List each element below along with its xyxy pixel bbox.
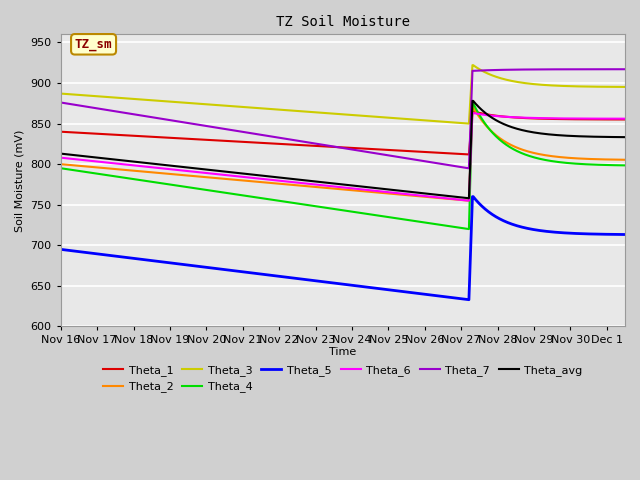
Theta_3 (621, 84, 629, 90)
Theta_avg (544, 132, 552, 137)
Theta_4 (621, 163, 629, 168)
Theta_4 (468, 100, 476, 106)
Theta_6 (468, 110, 476, 116)
Line: Theta_5: Theta_5 (61, 197, 625, 300)
Theta_2 (399, 192, 407, 198)
Line: Theta_avg: Theta_avg (61, 101, 625, 198)
Theta_1 (417, 149, 424, 155)
Line: Theta_4: Theta_4 (61, 103, 625, 229)
Theta_1 (57, 129, 65, 134)
Theta_3 (399, 116, 407, 122)
Theta_2 (486, 127, 494, 133)
Theta_3 (385, 115, 392, 120)
Theta_5 (486, 210, 494, 216)
Theta_4 (544, 157, 552, 163)
Theta_7 (465, 165, 472, 171)
Theta_avg (385, 187, 392, 192)
Theta_7 (385, 153, 392, 158)
Theta_3 (465, 120, 472, 126)
Theta_avg (57, 151, 65, 156)
X-axis label: Time: Time (329, 347, 356, 357)
Theta_avg (468, 98, 476, 104)
Theta_1 (385, 147, 392, 153)
Y-axis label: Soil Moisture (mV): Soil Moisture (mV) (15, 129, 25, 231)
Theta_5 (465, 297, 472, 302)
Theta_4 (417, 219, 424, 225)
Theta_avg (465, 195, 472, 201)
Theta_4 (385, 214, 392, 220)
Line: Theta_6: Theta_6 (61, 113, 625, 201)
Line: Theta_7: Theta_7 (61, 69, 625, 168)
Theta_3 (57, 91, 65, 96)
Theta_6 (417, 193, 424, 199)
Theta_1 (544, 116, 552, 122)
Theta_avg (486, 114, 494, 120)
Theta_2 (417, 193, 424, 199)
Theta_6 (57, 155, 65, 160)
Theta_4 (92, 170, 99, 176)
Theta_4 (465, 226, 472, 232)
Theta_avg (92, 155, 99, 160)
Theta_6 (621, 116, 629, 121)
Theta_2 (57, 161, 65, 167)
Theta_7 (399, 155, 407, 161)
Theta_5 (468, 194, 476, 200)
Line: Theta_2: Theta_2 (61, 108, 625, 201)
Theta_avg (399, 188, 407, 194)
Theta_6 (92, 158, 99, 164)
Line: Theta_3: Theta_3 (61, 65, 625, 123)
Theta_6 (385, 190, 392, 195)
Theta_3 (486, 72, 494, 77)
Theta_3 (544, 83, 552, 88)
Theta_5 (621, 232, 629, 238)
Theta_5 (544, 228, 552, 234)
Line: Theta_1: Theta_1 (61, 111, 625, 155)
Legend: Theta_1, Theta_2, Theta_3, Theta_4, Theta_5, Theta_6, Theta_7, Theta_avg: Theta_1, Theta_2, Theta_3, Theta_4, Thet… (99, 360, 587, 397)
Theta_5 (399, 289, 407, 295)
Theta_2 (465, 198, 472, 204)
Theta_5 (57, 247, 65, 252)
Theta_2 (468, 105, 476, 110)
Theta_3 (417, 117, 424, 123)
Theta_7 (57, 100, 65, 106)
Theta_2 (92, 164, 99, 170)
Theta_5 (385, 287, 392, 293)
Theta_5 (92, 251, 99, 256)
Theta_4 (486, 127, 494, 133)
Theta_2 (385, 191, 392, 196)
Theta_1 (465, 152, 472, 157)
Text: TZ_sm: TZ_sm (75, 38, 112, 51)
Theta_7 (417, 157, 424, 163)
Theta_6 (399, 191, 407, 197)
Theta_3 (92, 93, 99, 99)
Theta_avg (621, 134, 629, 140)
Theta_avg (417, 190, 424, 196)
Theta_2 (621, 157, 629, 163)
Theta_1 (486, 112, 494, 118)
Theta_6 (544, 115, 552, 121)
Theta_1 (92, 131, 99, 136)
Theta_1 (399, 148, 407, 154)
Theta_7 (486, 67, 493, 73)
Theta_5 (417, 291, 424, 297)
Theta_7 (92, 105, 99, 111)
Theta_1 (621, 117, 629, 122)
Theta_3 (468, 62, 476, 68)
Theta_6 (465, 198, 472, 204)
Theta_2 (544, 153, 552, 158)
Theta_4 (57, 165, 65, 171)
Title: TZ Soil Moisture: TZ Soil Moisture (276, 15, 410, 29)
Theta_1 (468, 108, 476, 114)
Theta_6 (486, 113, 494, 119)
Theta_4 (399, 216, 407, 222)
Theta_7 (543, 67, 551, 72)
Theta_7 (621, 66, 629, 72)
